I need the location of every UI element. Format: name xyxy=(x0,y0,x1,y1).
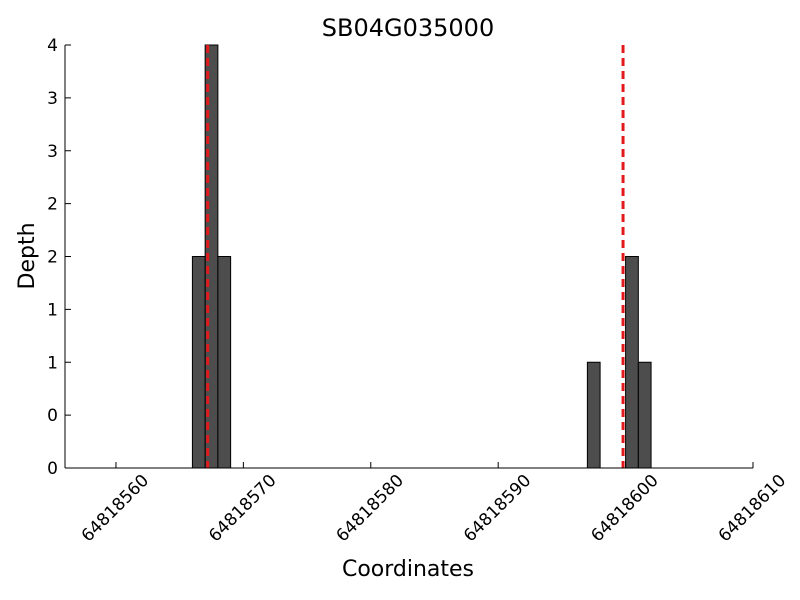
y-tick-label-6: 3 xyxy=(47,142,58,162)
y-tick-label-5: 2 xyxy=(47,195,58,215)
y-tick-label-8: 4 xyxy=(47,36,58,56)
y-tick-label-7: 3 xyxy=(47,89,58,109)
x-tick-label-2: 64818580 xyxy=(333,471,408,546)
y-axis-label: Depth xyxy=(15,222,40,289)
bars-layer xyxy=(191,44,652,469)
bar-4 xyxy=(625,256,639,469)
bar-0 xyxy=(191,256,206,469)
bar-2 xyxy=(217,256,232,469)
marker-lines-layer xyxy=(206,45,625,468)
y-tick-label-1: 0 xyxy=(47,406,58,426)
y-tick-label-3: 1 xyxy=(47,300,58,320)
y-tick-label-2: 1 xyxy=(47,353,58,373)
y-tick-label-4: 2 xyxy=(47,248,58,268)
x-tick-label-1: 64818570 xyxy=(205,471,280,546)
x-tick-label-4: 64818600 xyxy=(587,471,662,546)
x-axis-label: Coordinates xyxy=(342,557,474,582)
bar-3 xyxy=(586,361,601,469)
x-ticks-layer: 64818560 64818570 64818580 64818590 64818600… xyxy=(78,462,790,546)
y-ticks-layer: 0 0 1 1 2 2 3 3 4 xyxy=(47,36,71,479)
x-tick-label-3: 64818590 xyxy=(460,471,535,546)
chart-title: SB04G035000 xyxy=(322,14,494,42)
bar-5 xyxy=(637,361,652,469)
x-tick-label-5: 64818610 xyxy=(715,471,790,546)
y-tick-label-0: 0 xyxy=(47,459,58,479)
x-tick-label-0: 64818560 xyxy=(78,471,153,546)
